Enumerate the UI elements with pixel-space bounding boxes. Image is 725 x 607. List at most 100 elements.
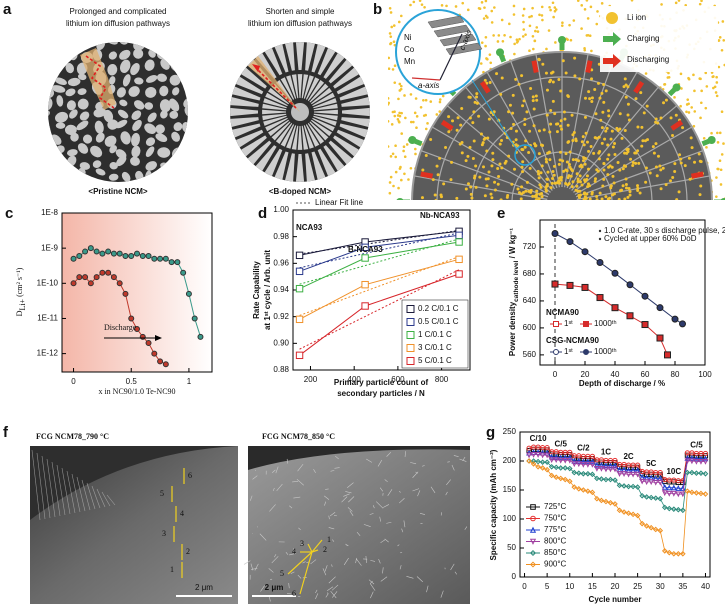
marker xyxy=(581,248,589,256)
plot-frame xyxy=(61,212,213,373)
grain xyxy=(108,76,116,85)
li-ion xyxy=(484,35,488,39)
direction-arrow xyxy=(287,551,313,575)
grain-boundary xyxy=(376,501,384,509)
li-ion xyxy=(475,101,479,105)
li-ion xyxy=(600,197,604,200)
grain xyxy=(313,103,338,111)
li-ion xyxy=(537,58,541,62)
grain xyxy=(119,42,128,45)
grain-boundary xyxy=(289,505,293,509)
grain xyxy=(313,98,337,109)
grain-boundary xyxy=(259,533,267,541)
li-ion xyxy=(608,196,612,200)
marker xyxy=(530,461,537,467)
x-tick-label: 0 xyxy=(553,370,558,379)
grain xyxy=(48,63,52,73)
marker xyxy=(616,507,623,514)
y-axis-label: Rate Capability xyxy=(252,261,261,319)
grain-boundary xyxy=(310,559,317,565)
point-label: 5 xyxy=(280,569,284,578)
marker xyxy=(529,538,537,545)
li-ion xyxy=(597,135,601,139)
marker xyxy=(630,471,637,478)
li-ion xyxy=(637,161,641,165)
li-ion xyxy=(397,186,400,190)
marker xyxy=(598,476,605,482)
label-part: cathode level xyxy=(513,260,520,301)
grain xyxy=(336,129,366,149)
li-ion xyxy=(621,167,625,171)
li-ion xyxy=(497,34,501,37)
li-ion xyxy=(409,166,413,170)
grain xyxy=(184,49,188,60)
grain-boundary xyxy=(297,464,304,472)
grain-boundary xyxy=(260,585,265,592)
panel-letter: f xyxy=(3,424,9,441)
marker xyxy=(139,333,146,340)
grain xyxy=(309,121,329,141)
marker xyxy=(557,454,564,461)
li-ion xyxy=(687,111,691,114)
li-ion xyxy=(547,29,551,32)
marker xyxy=(553,464,559,471)
y-tick-label: 0.94 xyxy=(273,285,289,294)
li-ion xyxy=(597,157,601,161)
li-ion xyxy=(675,198,679,200)
grain-boundary xyxy=(415,471,419,474)
li-ion xyxy=(659,187,663,191)
li-ion xyxy=(545,88,549,92)
li-ion xyxy=(593,179,597,183)
marker xyxy=(612,501,618,507)
marker xyxy=(693,490,700,496)
li-ion xyxy=(549,8,552,12)
grain xyxy=(254,51,277,79)
li-ion xyxy=(483,194,487,198)
li-ion xyxy=(623,197,627,200)
marker xyxy=(174,259,181,266)
grain xyxy=(144,59,155,71)
li-ion xyxy=(456,116,460,120)
grain xyxy=(55,122,66,129)
marker xyxy=(580,458,587,465)
li-ion xyxy=(397,97,400,101)
marker xyxy=(535,452,542,458)
y-tick-label: 250 xyxy=(503,427,517,436)
grain xyxy=(108,173,119,181)
grain xyxy=(157,147,171,158)
li-ion xyxy=(409,120,413,124)
li-ion xyxy=(451,119,455,123)
marker xyxy=(607,466,614,473)
marker xyxy=(87,280,94,287)
grain-boundary xyxy=(383,504,390,508)
li-ion xyxy=(690,106,693,109)
grain xyxy=(317,46,337,76)
legend-label: 725°C xyxy=(544,502,567,511)
li-ion xyxy=(685,103,689,106)
li-ion xyxy=(469,192,473,196)
striation xyxy=(86,482,96,510)
grain-boundary xyxy=(330,470,335,472)
marker xyxy=(616,471,623,477)
li-ion xyxy=(403,155,407,159)
grain-boundary xyxy=(566,60,614,189)
li-ion xyxy=(414,97,418,100)
li-ion xyxy=(542,128,546,132)
grain xyxy=(147,183,158,193)
marker xyxy=(666,549,673,556)
grain-boundary xyxy=(343,557,349,566)
marker xyxy=(664,351,671,359)
x-axis-label: Depth of discharge / % xyxy=(579,379,665,388)
li-ion xyxy=(553,6,557,9)
li-ion xyxy=(664,183,668,187)
y-tick-label: 150 xyxy=(503,485,517,494)
grain xyxy=(263,115,287,126)
grain-boundary xyxy=(285,551,289,555)
li-ion xyxy=(663,83,667,86)
marker xyxy=(702,458,709,465)
x-tick-label: 20 xyxy=(611,582,620,591)
marker xyxy=(621,471,627,477)
li-ion xyxy=(438,98,442,101)
grain xyxy=(328,58,354,84)
grain xyxy=(146,75,158,83)
